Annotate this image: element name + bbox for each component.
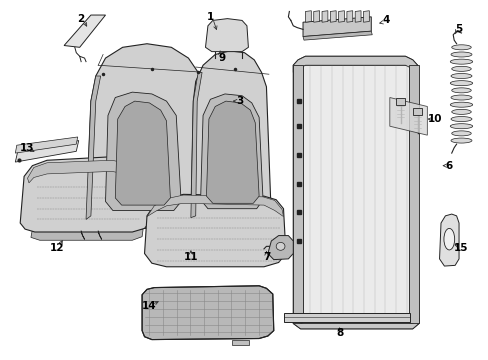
Polygon shape xyxy=(15,137,78,153)
Polygon shape xyxy=(293,318,418,329)
Text: 8: 8 xyxy=(335,328,343,338)
Ellipse shape xyxy=(276,242,285,250)
Polygon shape xyxy=(302,318,409,323)
Polygon shape xyxy=(205,19,248,51)
Polygon shape xyxy=(303,65,408,318)
Polygon shape xyxy=(20,157,152,232)
Polygon shape xyxy=(31,229,143,240)
Ellipse shape xyxy=(451,88,470,93)
Polygon shape xyxy=(200,94,263,209)
Ellipse shape xyxy=(449,59,472,64)
Ellipse shape xyxy=(450,52,471,57)
Polygon shape xyxy=(147,195,283,217)
Polygon shape xyxy=(354,11,360,22)
Ellipse shape xyxy=(449,102,472,107)
Polygon shape xyxy=(363,11,368,22)
Polygon shape xyxy=(86,44,205,228)
Ellipse shape xyxy=(451,45,470,50)
Ellipse shape xyxy=(450,138,471,143)
Text: 4: 4 xyxy=(382,15,389,26)
Polygon shape xyxy=(190,72,202,218)
Polygon shape xyxy=(293,56,418,329)
Polygon shape xyxy=(412,108,422,116)
Polygon shape xyxy=(142,286,273,339)
Polygon shape xyxy=(305,11,311,22)
Polygon shape xyxy=(313,11,319,22)
Polygon shape xyxy=(389,98,427,135)
Polygon shape xyxy=(86,76,101,220)
Polygon shape xyxy=(303,17,370,37)
Polygon shape xyxy=(115,101,170,205)
Text: 2: 2 xyxy=(78,14,84,24)
Polygon shape xyxy=(408,65,418,323)
Polygon shape xyxy=(330,11,335,22)
Ellipse shape xyxy=(451,109,470,114)
Polygon shape xyxy=(144,194,285,267)
Text: 12: 12 xyxy=(49,243,64,253)
Text: 1: 1 xyxy=(206,12,214,22)
Polygon shape xyxy=(395,98,405,105)
Polygon shape xyxy=(27,160,144,184)
Polygon shape xyxy=(293,56,417,72)
Polygon shape xyxy=(322,11,327,22)
Ellipse shape xyxy=(449,81,472,86)
Polygon shape xyxy=(190,51,271,226)
Text: 13: 13 xyxy=(20,143,35,153)
Text: 10: 10 xyxy=(427,114,441,124)
Ellipse shape xyxy=(450,73,471,78)
Text: 14: 14 xyxy=(142,301,157,311)
Polygon shape xyxy=(64,15,105,47)
Ellipse shape xyxy=(451,131,470,136)
Polygon shape xyxy=(338,11,344,22)
Text: 11: 11 xyxy=(183,252,198,262)
Ellipse shape xyxy=(449,124,472,129)
Text: 15: 15 xyxy=(453,243,468,253)
Polygon shape xyxy=(15,140,79,162)
Ellipse shape xyxy=(450,95,471,100)
Polygon shape xyxy=(293,65,303,323)
Polygon shape xyxy=(303,31,371,40)
Ellipse shape xyxy=(443,228,454,250)
Polygon shape xyxy=(439,214,458,266)
Ellipse shape xyxy=(450,117,471,122)
Polygon shape xyxy=(346,11,352,22)
Polygon shape xyxy=(267,235,293,260)
Polygon shape xyxy=(232,339,249,345)
Text: 9: 9 xyxy=(219,53,225,63)
Text: 6: 6 xyxy=(445,161,452,171)
Text: 3: 3 xyxy=(236,96,243,106)
Text: 5: 5 xyxy=(454,24,462,35)
Ellipse shape xyxy=(451,66,470,71)
Polygon shape xyxy=(206,101,259,203)
Polygon shape xyxy=(283,313,409,321)
Text: 7: 7 xyxy=(262,252,269,262)
Polygon shape xyxy=(105,92,181,211)
